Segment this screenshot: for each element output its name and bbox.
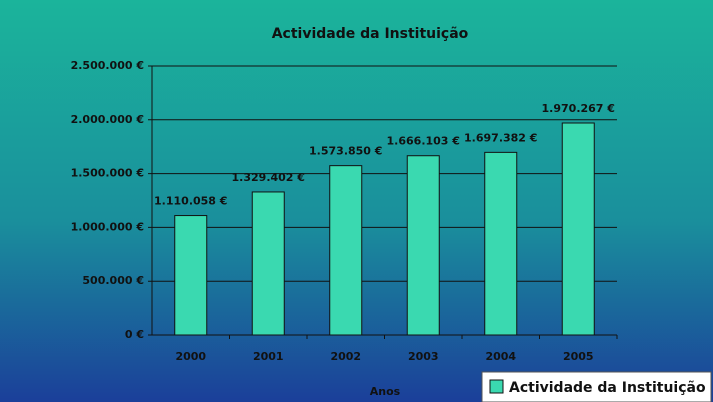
data-label: 1.697.382 € [464, 131, 537, 144]
x-tick-label: 2005 [563, 350, 594, 363]
x-axis-label: Anos [370, 385, 401, 398]
legend-box [481, 371, 712, 402]
data-label: 1.329.402 € [232, 171, 305, 184]
legend-swatch [489, 379, 504, 394]
x-tick-label: 2000 [175, 350, 206, 363]
bar [251, 191, 285, 336]
y-tick-label: 500.000 € [82, 274, 144, 287]
bar [174, 215, 208, 336]
legend-label: Actividade da Instituição [509, 380, 706, 396]
x-tick-label: 2003 [408, 350, 439, 363]
data-label: 1.666.103 € [387, 135, 460, 148]
y-tick-label: 1.000.000 € [71, 220, 144, 233]
bar [484, 151, 518, 336]
y-tick-label: 2.000.000 € [71, 113, 144, 126]
bar [406, 155, 440, 336]
y-tick-label: 1.500.000 € [71, 167, 144, 180]
data-label: 1.110.058 € [154, 195, 227, 208]
bar [561, 122, 595, 336]
data-label: 1.573.850 € [309, 145, 382, 158]
bar [329, 165, 363, 336]
x-tick-label: 2004 [485, 350, 516, 363]
x-tick-label: 2001 [253, 350, 284, 363]
y-tick-label: 0 € [125, 328, 144, 341]
y-tick-label: 2.500.000 € [71, 59, 144, 72]
x-tick-label: 2002 [330, 350, 361, 363]
chart-title: Actividade da Instituição [272, 26, 469, 42]
data-label: 1.970.267 € [542, 102, 615, 115]
